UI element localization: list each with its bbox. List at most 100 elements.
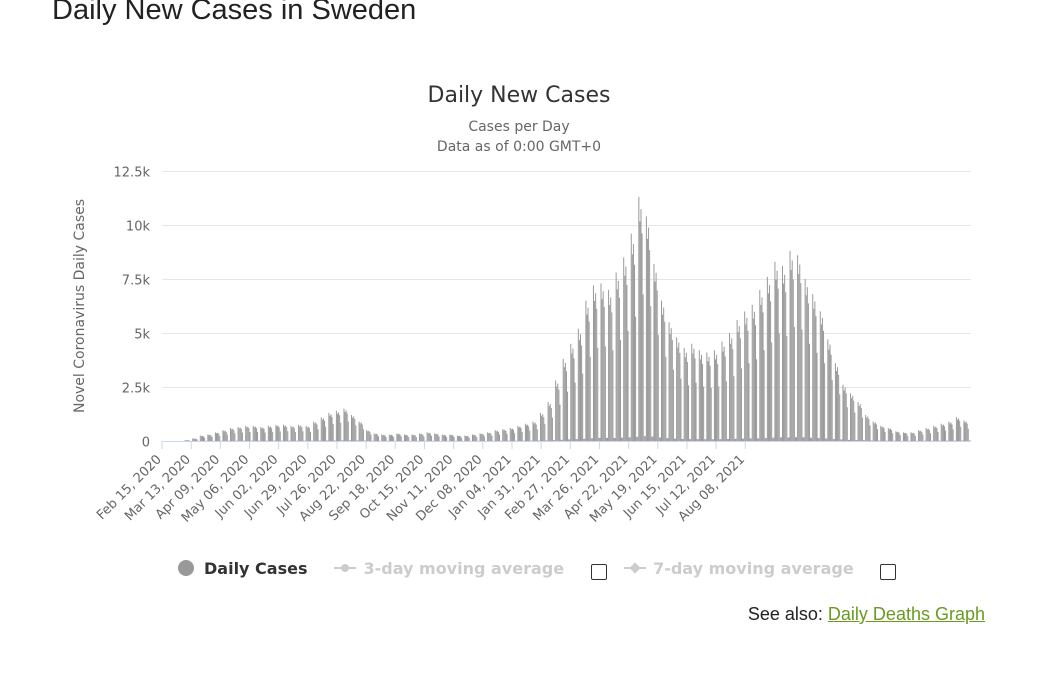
checkbox-7day-average[interactable]: [879, 564, 896, 580]
bar: [459, 435, 461, 441]
bar: [406, 434, 408, 441]
bar: [613, 437, 615, 441]
bar: [446, 437, 448, 441]
bar: [253, 427, 255, 441]
bar: [581, 345, 583, 441]
bar: [596, 308, 598, 441]
bar: [649, 250, 651, 441]
y-tick-label: 0: [142, 436, 150, 451]
bar: [906, 433, 908, 441]
bar: [819, 311, 821, 441]
bar: [830, 354, 832, 441]
bar: [897, 431, 899, 441]
bar: [320, 417, 322, 441]
bar: [527, 424, 529, 441]
bar: [623, 257, 625, 441]
bar: [562, 358, 564, 441]
bar: [934, 427, 936, 441]
bar: [662, 314, 664, 441]
bar: [960, 426, 962, 441]
bar: [648, 227, 650, 441]
bar: [949, 423, 951, 441]
bar: [426, 432, 428, 441]
bar: [441, 434, 443, 441]
bar: [457, 436, 459, 441]
bar: [300, 425, 302, 441]
bar: [866, 417, 868, 441]
bar: [270, 426, 272, 441]
bar: [888, 429, 890, 441]
bar: [680, 378, 682, 441]
legend-item-7day-average[interactable]: 7-day moving average: [624, 559, 854, 578]
bar: [605, 437, 607, 441]
bar: [808, 343, 810, 441]
bar: [429, 433, 431, 441]
bar: [357, 440, 359, 441]
bar: [203, 436, 205, 441]
bar: [209, 434, 211, 441]
bar: [453, 437, 455, 441]
chart-legend: Daily Cases 3-day moving average 7-day m…: [178, 556, 896, 580]
bar: [194, 438, 196, 441]
bar: [450, 435, 452, 441]
bar: [534, 422, 536, 441]
bar: [554, 440, 556, 441]
bar: [773, 437, 775, 441]
bar: [299, 426, 301, 441]
legend-item-3day-average[interactable]: 3-day moving average: [334, 559, 564, 578]
bar: [764, 437, 766, 441]
bar: [222, 430, 224, 441]
bar: [871, 440, 873, 441]
checkbox-3day-average[interactable]: [591, 564, 608, 580]
bar: [456, 435, 458, 441]
bar: [629, 437, 631, 441]
bar: [651, 436, 653, 441]
bar: [821, 317, 823, 441]
bar: [722, 351, 724, 441]
bar: [195, 438, 197, 441]
bar: [543, 417, 545, 441]
bar: [700, 354, 702, 441]
bar: [883, 428, 885, 441]
bar: [663, 307, 665, 441]
chart-subtitle-line-1: Cases per Day: [468, 119, 569, 135]
bar: [776, 270, 778, 441]
bar: [400, 436, 402, 441]
bar: [277, 425, 279, 441]
bar: [645, 216, 647, 441]
bar: [896, 432, 898, 441]
gridlines: [162, 171, 971, 388]
bar: [921, 431, 923, 441]
legend-item-daily-cases[interactable]: Daily Cases: [178, 559, 307, 578]
bar: [286, 427, 288, 441]
bar: [832, 438, 834, 441]
bar: [290, 425, 292, 441]
bar: [838, 374, 840, 441]
bar: [355, 425, 357, 441]
bar: [859, 404, 861, 441]
bar: [705, 439, 707, 441]
y-axis-label: Novel Coronavirus Daily Cases: [72, 199, 88, 413]
bar: [487, 432, 489, 441]
bar: [825, 438, 827, 441]
bar: [628, 437, 630, 441]
bar: [899, 435, 901, 441]
bar: [385, 437, 387, 441]
bar: [914, 435, 916, 441]
bar: [271, 428, 273, 441]
bar: [306, 427, 308, 441]
bar: [751, 304, 753, 441]
bar: [853, 400, 855, 441]
bar: [397, 434, 399, 441]
see-also: See also: Daily Deaths Graph: [748, 604, 985, 625]
bar: [413, 434, 415, 441]
bar: [568, 439, 570, 441]
bar: [393, 437, 395, 441]
bar: [186, 440, 188, 441]
bar: [761, 297, 763, 441]
bar: [706, 352, 708, 441]
daily-deaths-graph-link[interactable]: Daily Deaths Graph: [827, 604, 985, 624]
bar: [247, 426, 249, 441]
bar: [918, 430, 920, 441]
bar: [936, 428, 938, 441]
